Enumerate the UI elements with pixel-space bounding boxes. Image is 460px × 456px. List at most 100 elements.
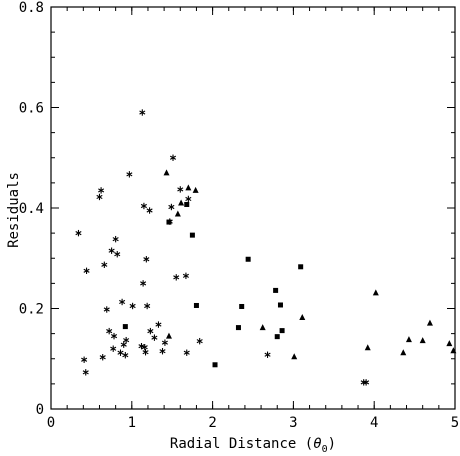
asterisk-point <box>99 354 106 361</box>
triangle-point <box>372 289 379 296</box>
x-axis-title-subscript: 0 <box>322 444 328 455</box>
y-tick-label: 0.8 <box>19 0 44 16</box>
asterisk-point <box>182 272 189 280</box>
tick-labels-group: 0 1 2 3 4 5 0 0.2 0.4 0.6 0.8 <box>19 0 460 431</box>
triangle-point <box>185 184 192 191</box>
plot-frame-group <box>50 6 456 410</box>
triangle-point <box>299 314 306 321</box>
asterisk-point <box>169 154 177 161</box>
square-point <box>189 232 195 238</box>
asterisk-point <box>140 280 147 287</box>
asterisk-point <box>106 327 113 335</box>
asterisk-point <box>81 356 88 363</box>
asterisk-point <box>196 337 203 345</box>
asterisk-point <box>360 379 367 386</box>
square-point <box>279 328 285 334</box>
asterisk-point <box>108 247 115 254</box>
triangle-point <box>426 319 433 326</box>
asterisk-stroke <box>120 342 127 347</box>
asterisk-stroke <box>173 275 180 280</box>
asterisk-point <box>75 229 82 237</box>
asterisk-stroke <box>119 299 126 305</box>
asterisk-stroke <box>123 338 130 343</box>
data-points-group <box>75 109 457 386</box>
square-point <box>239 303 245 309</box>
asterisk-stroke <box>81 357 88 362</box>
asterisk-point <box>264 351 271 358</box>
asterisk-point <box>82 369 89 376</box>
asterisk-stroke <box>183 350 190 355</box>
square-point <box>298 264 304 270</box>
asterisk-stroke <box>75 231 82 236</box>
asterisk-stroke <box>168 204 175 210</box>
asterisk-stroke <box>182 273 189 278</box>
asterisk-stroke <box>140 203 147 209</box>
asterisk-stroke <box>147 329 154 334</box>
asterisk-point <box>363 379 370 386</box>
square-point <box>273 287 279 293</box>
square-point <box>122 324 128 330</box>
asterisk-point <box>126 171 133 178</box>
asterisk-stroke <box>106 329 113 334</box>
x-axis-title-text: Radial Distance ( <box>170 436 313 452</box>
asterisk-stroke <box>155 322 162 327</box>
asterisk-point <box>144 302 151 310</box>
asterisk-stroke <box>99 355 106 360</box>
asterisk-point <box>110 345 117 352</box>
asterisk-point <box>122 352 129 359</box>
asterisk-stroke <box>139 110 146 115</box>
asterisk-point <box>103 306 110 313</box>
asterisk-point <box>146 207 153 214</box>
asterisk-point <box>139 109 146 116</box>
asterisk-point <box>101 261 108 268</box>
asterisk-point <box>141 343 148 351</box>
x-axis-title-symbol: θ <box>313 436 321 452</box>
asterisk-stroke <box>140 281 147 286</box>
y-tick-label: 0.2 <box>19 302 44 318</box>
asterisk-stroke <box>82 370 89 375</box>
square-point <box>245 256 251 262</box>
x-tick-label: 0 <box>47 415 55 431</box>
asterisk-stroke <box>114 252 121 257</box>
square-point <box>274 334 280 340</box>
asterisk-point <box>110 332 118 340</box>
asterisk-point <box>168 203 175 211</box>
asterisk-stroke <box>112 237 119 242</box>
asterisk-point <box>183 349 190 356</box>
y-tick-label: 0.4 <box>19 201 44 217</box>
y-tick-label: 0.6 <box>19 101 44 117</box>
asterisk-stroke <box>169 155 177 160</box>
square-point <box>184 201 190 207</box>
asterisk-stroke <box>117 350 124 355</box>
asterisk-point <box>138 342 145 350</box>
triangle-point <box>259 324 266 331</box>
asterisk-point <box>123 336 130 344</box>
asterisk-point <box>143 256 150 263</box>
triangle-point <box>419 337 426 344</box>
triangle-point <box>192 186 199 193</box>
square-point <box>277 302 283 308</box>
asterisk-stroke <box>196 339 203 344</box>
asterisk-stroke <box>96 194 103 200</box>
asterisk-point <box>117 349 124 356</box>
y-tick-label: 0 <box>36 402 44 418</box>
asterisk-stroke <box>146 208 153 213</box>
triangle-point <box>364 344 371 351</box>
asterisk-stroke <box>141 345 148 350</box>
asterisk-point <box>120 341 127 348</box>
asterisk-stroke <box>110 346 117 351</box>
triangle-point <box>178 199 185 206</box>
triangle-point <box>163 169 170 176</box>
triangle-point <box>405 336 412 343</box>
asterisk-stroke <box>185 196 192 202</box>
triangle-point <box>174 210 181 217</box>
x-tick-label: 3 <box>289 415 297 431</box>
triangle-point <box>165 332 172 339</box>
asterisk-point <box>161 339 168 346</box>
asterisk-point <box>173 274 180 281</box>
square-point <box>212 362 218 368</box>
plot-frame <box>50 6 456 410</box>
asterisk-stroke <box>101 262 108 267</box>
x-tick-label: 5 <box>451 415 459 431</box>
